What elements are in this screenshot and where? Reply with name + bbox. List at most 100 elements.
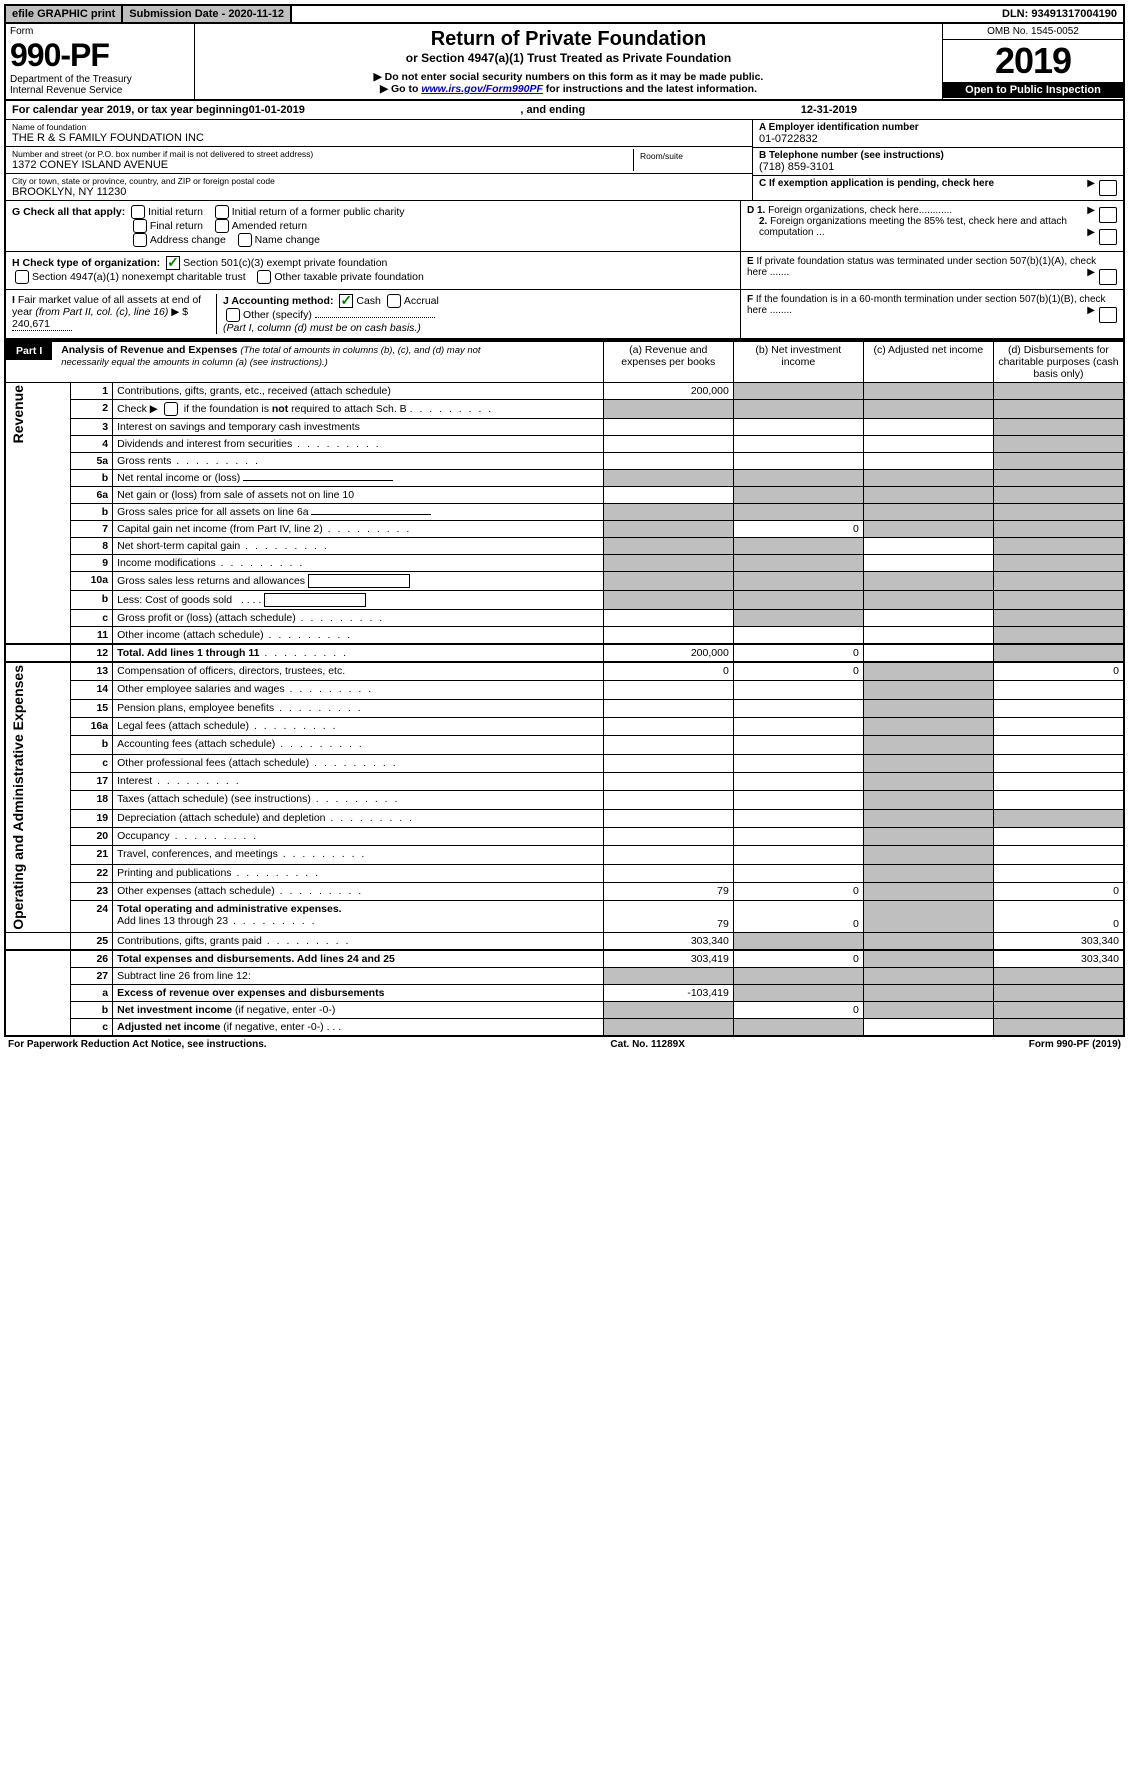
r24-b: 0 bbox=[733, 901, 863, 932]
ein-label: A Employer identification number bbox=[759, 122, 1117, 133]
r1-desc: Contributions, gifts, grants, etc., rece… bbox=[113, 383, 604, 400]
r5a-desc: Gross rents bbox=[117, 455, 171, 467]
form-title: Return of Private Foundation bbox=[199, 28, 938, 51]
r26-b: 0 bbox=[733, 950, 863, 968]
r26-a: 303,419 bbox=[603, 950, 733, 968]
note-link-row: ▶ Go to www.irs.gov/Form990PF for instru… bbox=[199, 83, 938, 95]
j-other: Other (specify) bbox=[243, 309, 312, 321]
col-b-header: (b) Net investment income bbox=[733, 341, 863, 383]
j-note: (Part I, column (d) must be on cash basi… bbox=[223, 322, 421, 334]
f-section: F If the foundation is in a 60-month ter… bbox=[740, 290, 1123, 338]
phone-label: B Telephone number (see instructions) bbox=[759, 150, 1117, 161]
col-d-header: (d) Disbursements for charitable purpose… bbox=[993, 341, 1124, 383]
r19-desc: Depreciation (attach schedule) and deple… bbox=[117, 812, 325, 824]
top-bar: efile GRAPHIC print Submission Date - 20… bbox=[4, 4, 1125, 24]
cb-name-change[interactable] bbox=[238, 233, 252, 247]
arrow-icon: ▶ bbox=[1087, 178, 1095, 189]
r15-desc: Pension plans, employee benefits bbox=[117, 702, 274, 714]
room-label: Room/suite bbox=[640, 151, 740, 161]
cb-final-return[interactable] bbox=[133, 219, 147, 233]
h-label: H Check type of organization: bbox=[12, 257, 160, 269]
cb-other-taxable[interactable] bbox=[257, 270, 271, 284]
tax-year: 2019 bbox=[943, 40, 1123, 82]
r12-desc: Total. Add lines 1 through 11 bbox=[117, 647, 259, 659]
r27b-b: 0 bbox=[733, 1001, 863, 1018]
cb-f[interactable] bbox=[1099, 307, 1117, 323]
footer-right: Form 990-PF (2019) bbox=[1029, 1039, 1121, 1050]
revenue-side-label: Revenue bbox=[10, 385, 26, 443]
r24-a: 79 bbox=[603, 901, 733, 932]
r27a-a: -103,419 bbox=[603, 984, 733, 1001]
part1-label: Part I bbox=[6, 342, 52, 360]
cb-d1[interactable] bbox=[1099, 207, 1117, 223]
cb-cash[interactable] bbox=[339, 294, 353, 308]
r5b-desc: Net rental income or (loss) bbox=[117, 472, 240, 484]
header-right: OMB No. 1545-0052 2019 Open to Public In… bbox=[942, 24, 1123, 99]
ein-cell: A Employer identification number 01-0722… bbox=[753, 120, 1123, 148]
r17-desc: Interest bbox=[117, 775, 152, 787]
r23-a: 79 bbox=[603, 882, 733, 900]
header-center: Return of Private Foundation or Section … bbox=[195, 24, 942, 99]
footer-mid: Cat. No. 11289X bbox=[610, 1039, 684, 1050]
r2-pre: Check ▶ bbox=[117, 403, 158, 415]
cb-amended[interactable] bbox=[215, 219, 229, 233]
dln: DLN: 93491317004190 bbox=[996, 6, 1123, 22]
h-item-2: Section 4947(a)(1) nonexempt charitable … bbox=[32, 271, 246, 283]
calyear-mid: , and ending bbox=[305, 104, 801, 116]
note-pre: ▶ Go to bbox=[380, 83, 421, 95]
r16c-desc: Other professional fees (attach schedule… bbox=[117, 757, 309, 769]
expenses-side-label: Operating and Administrative Expenses bbox=[10, 665, 26, 930]
r7-b: 0 bbox=[733, 521, 863, 538]
cb-accrual[interactable] bbox=[387, 294, 401, 308]
cb-initial-former[interactable] bbox=[215, 205, 229, 219]
calyear-pre: For calendar year 2019, or tax year begi… bbox=[12, 104, 249, 116]
cb-initial-return[interactable] bbox=[131, 205, 145, 219]
exemption-checkbox[interactable] bbox=[1099, 180, 1117, 196]
form-subtitle: or Section 4947(a)(1) Trust Treated as P… bbox=[199, 51, 938, 65]
form-label: Form bbox=[10, 26, 190, 37]
col-a-header: (a) Revenue and expenses per books bbox=[603, 341, 733, 383]
r16b-desc: Accounting fees (attach schedule) bbox=[117, 738, 275, 750]
cb-other-method[interactable] bbox=[226, 308, 240, 322]
cb-address-change[interactable] bbox=[133, 233, 147, 247]
header-left: Form 990-PF Department of the Treasury I… bbox=[6, 24, 195, 99]
note-ssn: ▶ Do not enter social security numbers o… bbox=[199, 71, 938, 83]
cb-501c3[interactable] bbox=[166, 256, 180, 270]
r18-desc: Taxes (attach schedule) (see instruction… bbox=[117, 793, 311, 805]
r13-desc: Compensation of officers, directors, tru… bbox=[113, 662, 604, 681]
r25-a: 303,340 bbox=[603, 932, 733, 950]
cb-d2[interactable] bbox=[1099, 229, 1117, 245]
city-state-zip: BROOKLYN, NY 11230 bbox=[12, 186, 746, 198]
r6b-desc: Gross sales price for all assets on line… bbox=[117, 506, 308, 518]
r3-desc: Interest on savings and temporary cash i… bbox=[113, 419, 604, 436]
j-accrual: Accrual bbox=[404, 295, 439, 307]
dept-line1: Department of the Treasury bbox=[10, 74, 190, 85]
cb-sch-b[interactable] bbox=[164, 402, 178, 416]
g-item-4: Address change bbox=[150, 234, 226, 246]
submission-date: Submission Date - 2020-11-12 bbox=[123, 6, 292, 22]
r25-desc: Contributions, gifts, grants paid bbox=[117, 935, 262, 947]
r9-desc: Income modifications bbox=[117, 557, 216, 569]
r23-b: 0 bbox=[733, 882, 863, 900]
r13-d: 0 bbox=[993, 662, 1124, 681]
entity-info: Name of foundation THE R & S FAMILY FOUN… bbox=[4, 120, 1125, 201]
r20-desc: Occupancy bbox=[117, 830, 170, 842]
e-section: E If private foundation status was termi… bbox=[740, 252, 1123, 289]
r24-d: 0 bbox=[993, 901, 1124, 932]
name-cell: Name of foundation THE R & S FAMILY FOUN… bbox=[6, 120, 752, 147]
h-item-3: Other taxable private foundation bbox=[274, 271, 423, 283]
check-row-h: H Check type of organization: Section 50… bbox=[4, 252, 1125, 290]
r27-desc: Subtract line 26 from line 12: bbox=[113, 967, 604, 984]
note-post: for instructions and the latest informat… bbox=[543, 83, 757, 95]
r4-desc: Dividends and interest from securities bbox=[117, 438, 292, 450]
g-item-0: Initial return bbox=[148, 206, 203, 218]
cb-e[interactable] bbox=[1099, 269, 1117, 285]
name-label: Name of foundation bbox=[12, 122, 746, 132]
j-cash: Cash bbox=[356, 295, 381, 307]
irs-link[interactable]: www.irs.gov/Form990PF bbox=[421, 83, 543, 95]
calendar-year-row: For calendar year 2019, or tax year begi… bbox=[4, 101, 1125, 120]
r8-desc: Net short-term capital gain bbox=[117, 540, 240, 552]
exemption-label: C If exemption application is pending, c… bbox=[759, 178, 994, 189]
cb-4947[interactable] bbox=[15, 270, 29, 284]
g-item-2: Final return bbox=[150, 220, 203, 232]
